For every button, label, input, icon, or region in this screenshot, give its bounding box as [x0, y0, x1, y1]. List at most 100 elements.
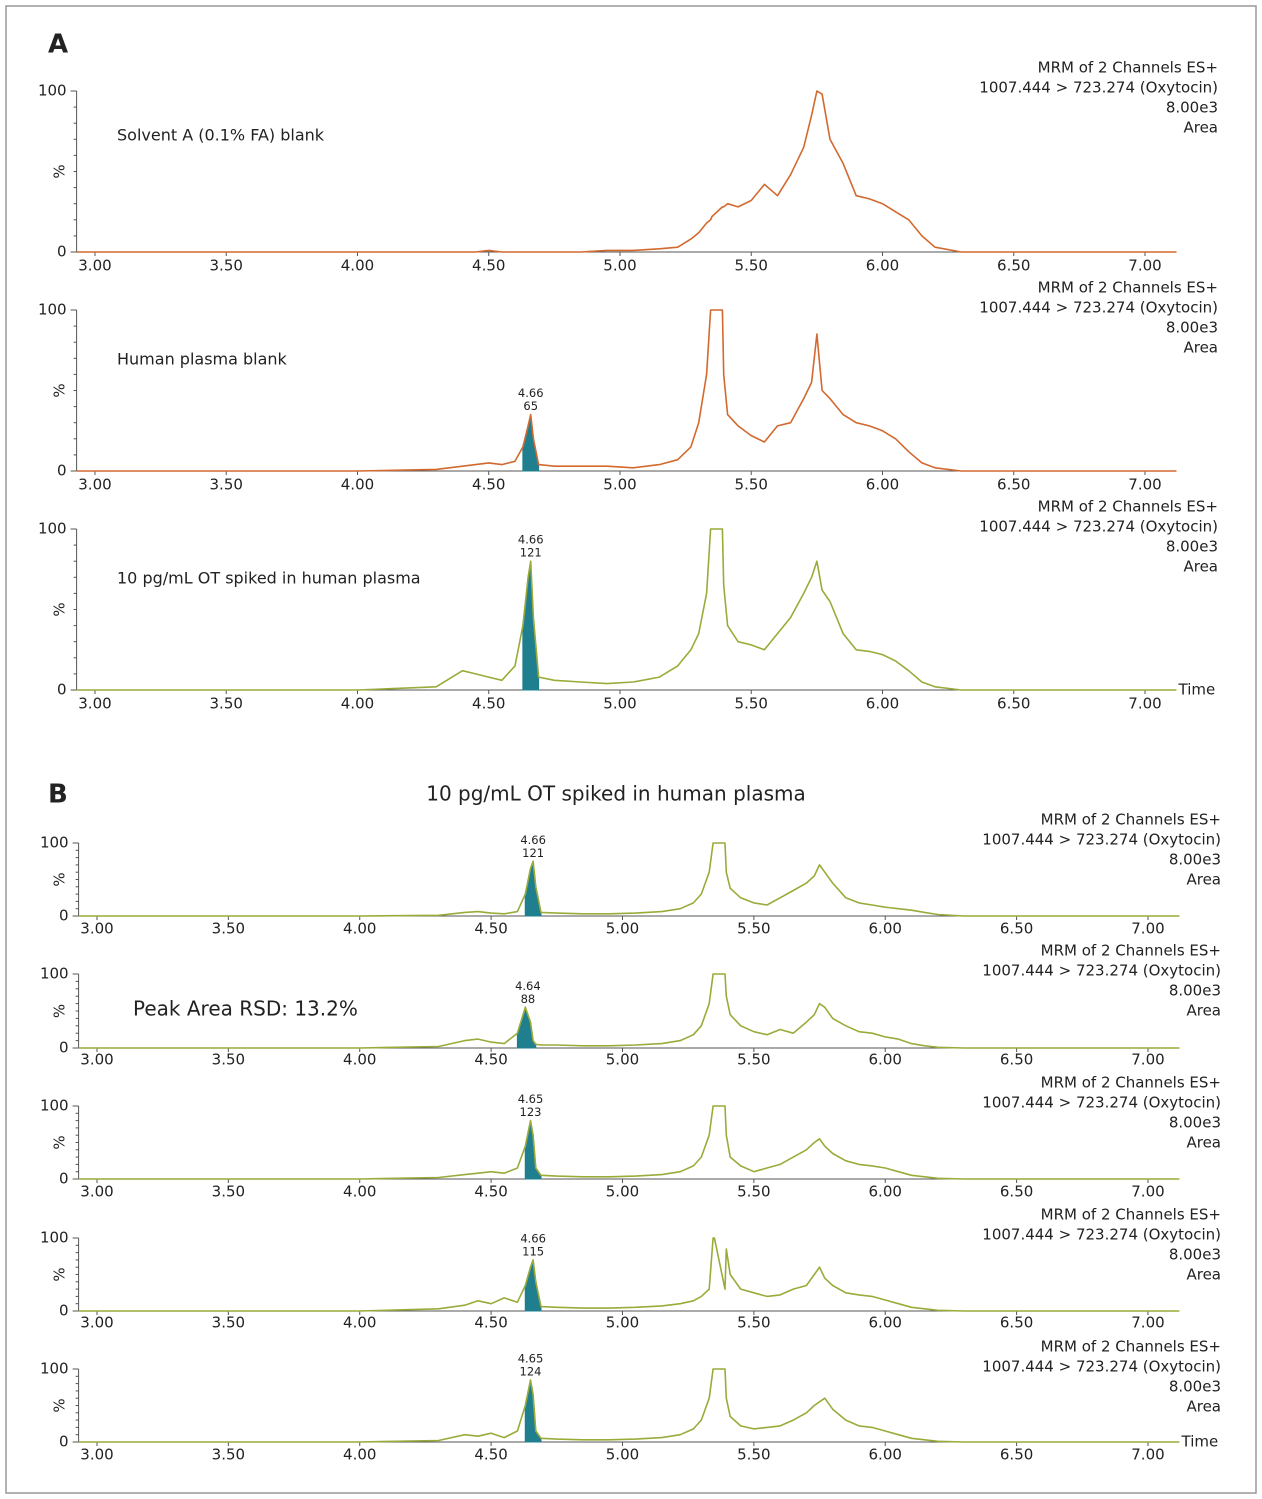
- y-tick-label: 100: [40, 1229, 69, 1247]
- x-tick-label: 4.00: [343, 1314, 376, 1332]
- x-tick-label: 3.50: [212, 920, 245, 938]
- trace-header: 1007.444 > 723.274 (Oxytocin): [979, 79, 1218, 97]
- y-tick-label: 100: [40, 965, 69, 983]
- trace-header: MRM of 2 Channels ES+: [1041, 811, 1221, 829]
- y-tick-label: 0: [59, 1433, 69, 1451]
- x-tick-label: 7.00: [1131, 1051, 1164, 1069]
- x-tick-label: 6.50: [1000, 1051, 1033, 1069]
- y-tick-label: 0: [57, 243, 67, 261]
- y-tick-label: 0: [57, 681, 67, 699]
- x-tick-label: 5.50: [737, 1446, 770, 1464]
- trace-header: 1007.444 > 723.274 (Oxytocin): [982, 1094, 1221, 1112]
- integrated-peak: [522, 561, 540, 691]
- peak-time: 4.66: [518, 533, 544, 547]
- x-tick-label: 5.00: [606, 1446, 639, 1464]
- x-tick-label: 5.00: [603, 257, 636, 275]
- integrated-peak: [524, 1259, 542, 1312]
- x-tick-label: 3.50: [210, 257, 243, 275]
- x-tick-label: 4.50: [472, 476, 505, 494]
- x-tick-label: 4.00: [341, 476, 374, 494]
- x-axis-label: Time: [1178, 681, 1216, 699]
- x-tick-label: 3.50: [212, 1314, 245, 1332]
- peak-time: 4.66: [520, 1231, 546, 1245]
- peak-area: 65: [523, 399, 538, 413]
- trace: [76, 90, 1177, 253]
- trace-header: MRM of 2 Channels ES+: [1041, 1074, 1221, 1092]
- x-tick-label: 4.00: [343, 1446, 376, 1464]
- x-tick-label: 7.00: [1128, 257, 1161, 275]
- trace-header: 8.00e3: [1169, 1378, 1221, 1396]
- y-tick-label: 0: [59, 1039, 69, 1057]
- x-tick-label: 6.50: [1000, 1314, 1033, 1332]
- trace-header: Area: [1183, 558, 1218, 576]
- x-tick-label: 3.00: [78, 476, 111, 494]
- y-axis-label: %: [51, 164, 69, 178]
- trace: [76, 309, 1177, 472]
- peak-area: 123: [520, 1105, 542, 1119]
- x-tick-label: 5.00: [606, 1183, 639, 1201]
- peak-time: 4.66: [520, 833, 546, 847]
- x-tick-label: 5.00: [606, 1051, 639, 1069]
- x-tick-label: 4.50: [474, 1051, 507, 1069]
- y-axis-label: %: [51, 383, 69, 397]
- trace-header: Area: [1183, 339, 1218, 357]
- peak-time: 4.65: [518, 1092, 544, 1106]
- x-tick-label: 3.50: [212, 1051, 245, 1069]
- trace-header: 1007.444 > 723.274 (Oxytocin): [982, 831, 1221, 849]
- y-axis-label: %: [51, 1267, 69, 1281]
- x-tick-label: 6.00: [866, 257, 899, 275]
- peak-area: 124: [520, 1364, 542, 1378]
- x-tick-label: 7.00: [1131, 1183, 1164, 1201]
- trace-header: Area: [1183, 119, 1218, 137]
- integrated-peak: [524, 861, 542, 917]
- x-tick-label: 5.00: [603, 695, 636, 713]
- y-tick-label: 0: [57, 462, 67, 480]
- x-tick-label: 6.50: [1000, 1183, 1033, 1201]
- section-label: B: [48, 780, 68, 810]
- section-title: 10 pg/mL OT spiked in human plasma: [426, 782, 806, 806]
- x-tick-label: 3.00: [80, 1314, 113, 1332]
- trace-header: Area: [1186, 1266, 1221, 1284]
- trace-header: 8.00e3: [1166, 538, 1218, 556]
- x-tick-label: 5.50: [735, 257, 768, 275]
- x-tick-label: 4.50: [474, 1314, 507, 1332]
- y-tick-label: 100: [40, 1097, 69, 1115]
- x-tick-label: 3.50: [212, 1183, 245, 1201]
- y-axis-label: %: [51, 1135, 69, 1149]
- trace-header: 1007.444 > 723.274 (Oxytocin): [979, 299, 1218, 317]
- x-tick-label: 5.00: [606, 1314, 639, 1332]
- x-tick-label: 7.00: [1131, 1314, 1164, 1332]
- x-tick-label: 4.50: [472, 695, 505, 713]
- x-tick-label: 4.50: [474, 1183, 507, 1201]
- x-tick-label: 6.00: [869, 1314, 902, 1332]
- peak-area: 88: [521, 992, 536, 1006]
- y-tick-label: 100: [38, 520, 67, 538]
- trace-header: Area: [1186, 1134, 1221, 1152]
- x-tick-label: 7.00: [1131, 920, 1164, 938]
- peak-time: 4.65: [518, 1351, 544, 1365]
- y-axis-label: %: [51, 1398, 69, 1412]
- x-tick-label: 4.00: [341, 257, 374, 275]
- x-tick-label: 6.00: [869, 1051, 902, 1069]
- trace-header: MRM of 2 Channels ES+: [1038, 59, 1218, 77]
- sample-label: Human plasma blank: [117, 350, 288, 369]
- frame: [5, 5, 1257, 1494]
- y-tick-label: 0: [59, 1170, 69, 1188]
- integrated-peak: [522, 414, 540, 472]
- peak-area: 115: [522, 1244, 544, 1258]
- x-tick-label: 6.50: [997, 257, 1030, 275]
- x-tick-label: 5.50: [737, 920, 770, 938]
- trace-header: 1007.444 > 723.274 (Oxytocin): [982, 962, 1221, 980]
- y-tick-label: 100: [38, 301, 67, 319]
- x-tick-label: 5.50: [737, 1183, 770, 1201]
- trace-header: 8.00e3: [1166, 99, 1218, 117]
- trace-header: MRM of 2 Channels ES+: [1038, 498, 1218, 516]
- section-note: Peak Area RSD: 13.2%: [133, 997, 358, 1021]
- x-axis-label: Time: [1181, 1433, 1219, 1451]
- x-tick-label: 5.50: [737, 1051, 770, 1069]
- trace: [78, 1368, 1180, 1443]
- x-tick-label: 3.00: [80, 920, 113, 938]
- x-tick-label: 5.50: [735, 695, 768, 713]
- trace: [76, 528, 1177, 691]
